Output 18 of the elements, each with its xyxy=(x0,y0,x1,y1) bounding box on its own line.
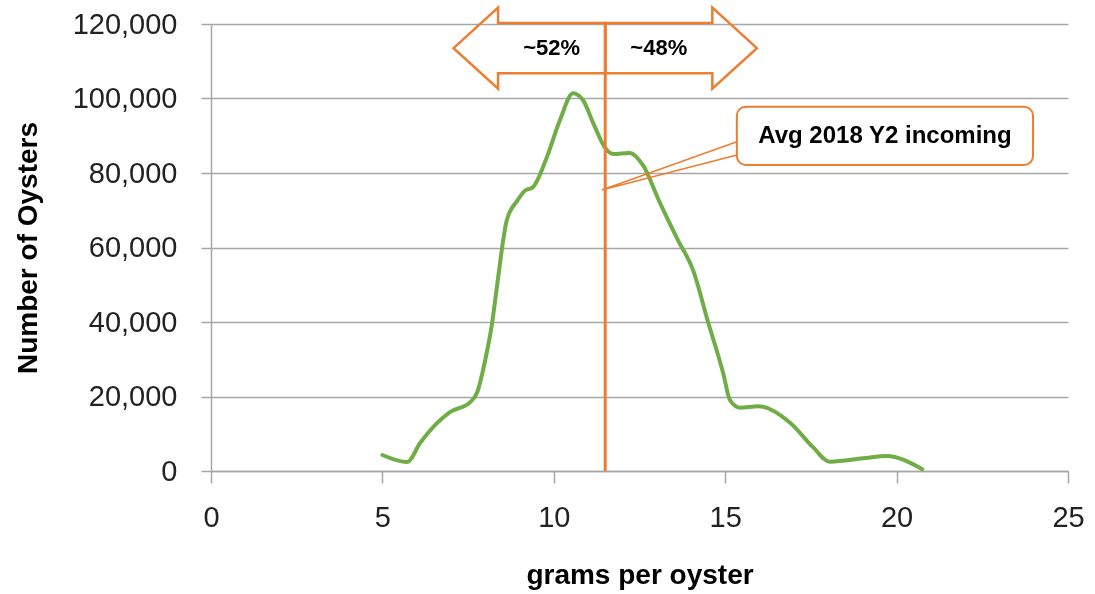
y-tick-label: 100,000 xyxy=(72,82,178,114)
y-tick-label: 40,000 xyxy=(88,305,178,338)
y-tick-label: 0 xyxy=(161,454,178,487)
annotation: ~52% xyxy=(523,35,581,61)
y-tick-label: 120,000 xyxy=(72,7,178,40)
x-tick-label: 10 xyxy=(538,500,571,533)
y-tick-label: 80,000 xyxy=(88,156,178,189)
x-tick-label: 25 xyxy=(1052,500,1085,533)
x-tick-label: 15 xyxy=(709,500,742,533)
x-axis-title: grams per oyster xyxy=(526,558,754,590)
annotation: ~48% xyxy=(630,35,688,61)
x-tick-label: 5 xyxy=(374,500,391,533)
x-tick-label: 0 xyxy=(203,500,220,533)
y-axis-title: Number of Oysters xyxy=(11,121,43,375)
y-tick-label: 60,000 xyxy=(88,231,178,263)
annotation: Avg 2018 Y2 incoming xyxy=(758,120,1012,148)
y-tick-label: 20,000 xyxy=(88,380,178,412)
x-tick-label: 20 xyxy=(880,500,914,533)
